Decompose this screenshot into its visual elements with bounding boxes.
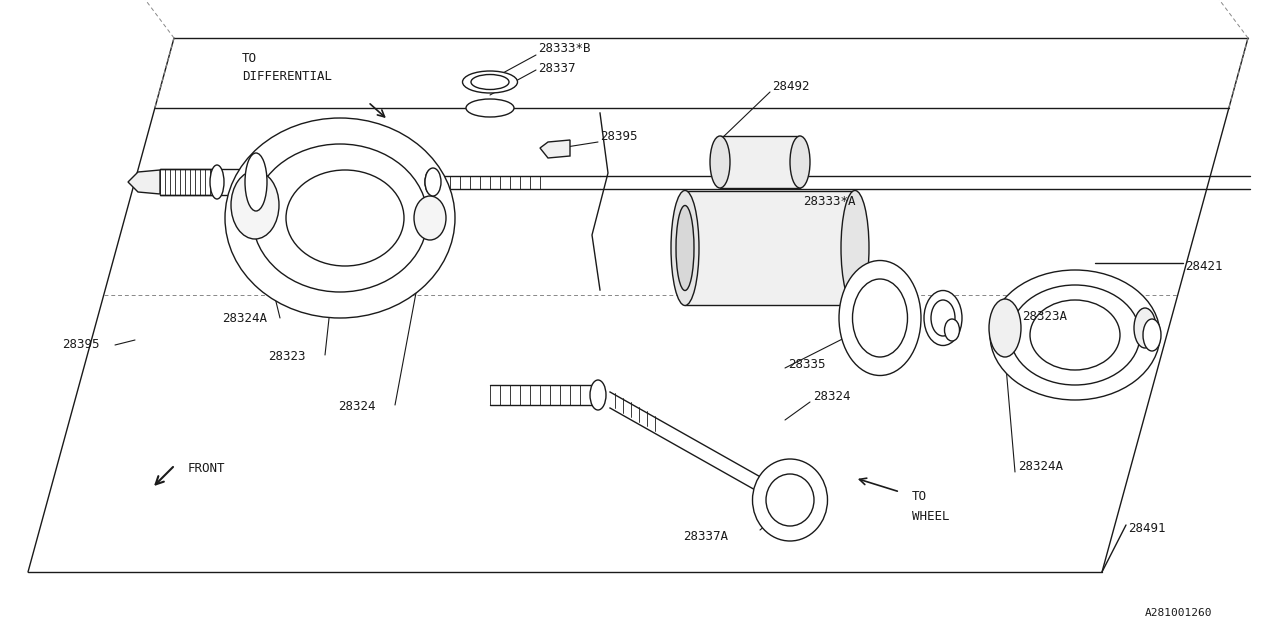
Polygon shape — [128, 170, 160, 194]
Ellipse shape — [413, 196, 445, 240]
Ellipse shape — [425, 169, 439, 195]
Ellipse shape — [230, 171, 279, 239]
Text: 28324: 28324 — [813, 390, 850, 403]
Text: DIFFERENTIAL: DIFFERENTIAL — [242, 70, 332, 83]
Text: 28491: 28491 — [1128, 522, 1166, 535]
Ellipse shape — [924, 291, 963, 346]
Ellipse shape — [852, 279, 908, 357]
Text: 28324: 28324 — [338, 400, 375, 413]
Ellipse shape — [1143, 319, 1161, 351]
Polygon shape — [719, 136, 800, 188]
Text: 28395: 28395 — [600, 130, 637, 143]
Ellipse shape — [462, 71, 517, 93]
Ellipse shape — [790, 136, 810, 188]
Ellipse shape — [989, 270, 1160, 400]
Ellipse shape — [471, 74, 509, 90]
Ellipse shape — [676, 205, 694, 291]
Text: 28421: 28421 — [1185, 260, 1222, 273]
Ellipse shape — [466, 99, 515, 117]
Ellipse shape — [1030, 300, 1120, 370]
Ellipse shape — [753, 459, 827, 541]
Ellipse shape — [931, 300, 955, 336]
Polygon shape — [685, 191, 855, 305]
Ellipse shape — [765, 474, 814, 526]
Ellipse shape — [838, 260, 922, 376]
Text: 28323: 28323 — [268, 350, 306, 363]
Text: FRONT: FRONT — [188, 462, 225, 475]
Ellipse shape — [841, 191, 869, 305]
Ellipse shape — [1134, 308, 1156, 348]
Ellipse shape — [710, 136, 730, 188]
Text: TO: TO — [242, 52, 257, 65]
Ellipse shape — [285, 170, 404, 266]
Ellipse shape — [590, 380, 605, 410]
Ellipse shape — [225, 118, 454, 318]
Text: 28333*B: 28333*B — [538, 42, 590, 55]
Ellipse shape — [671, 191, 699, 305]
Ellipse shape — [989, 299, 1021, 357]
Text: 28337A: 28337A — [684, 530, 728, 543]
Ellipse shape — [210, 165, 224, 199]
Ellipse shape — [945, 319, 960, 341]
Ellipse shape — [425, 168, 442, 196]
Text: 28335: 28335 — [788, 358, 826, 371]
Text: 28492: 28492 — [772, 80, 809, 93]
Ellipse shape — [244, 153, 268, 211]
Text: 28324A: 28324A — [221, 312, 268, 325]
Ellipse shape — [1010, 285, 1140, 385]
Text: 28323A: 28323A — [1021, 310, 1068, 323]
Text: 28395: 28395 — [61, 338, 100, 351]
Text: TO: TO — [911, 490, 927, 503]
Text: A281001260: A281001260 — [1146, 608, 1212, 618]
Ellipse shape — [252, 144, 428, 292]
Text: WHEEL: WHEEL — [911, 510, 950, 523]
Polygon shape — [540, 140, 570, 158]
Text: 28324A: 28324A — [1018, 460, 1062, 473]
Text: 28337: 28337 — [538, 62, 576, 75]
Text: 28333*A: 28333*A — [803, 195, 855, 208]
